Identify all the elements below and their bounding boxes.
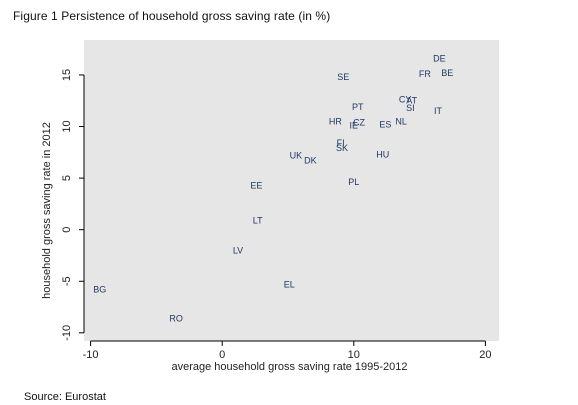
data-point-se: SE — [337, 72, 349, 82]
data-point-cy: CY — [399, 95, 412, 105]
data-point-lv: LV — [233, 245, 243, 255]
y-tick-label: 15 — [61, 69, 73, 81]
data-point-cz: CZ — [353, 117, 365, 127]
plot-area — [84, 40, 499, 341]
data-point-de: DE — [433, 53, 446, 63]
data-point-pt: PT — [352, 102, 364, 112]
data-point-sk: SK — [336, 143, 348, 153]
source-note: Source: Eurostat — [24, 391, 106, 403]
axes: -10 0 10 20 -10 -5 0 5 10 15 — [61, 69, 492, 361]
x-tick-label: 20 — [479, 349, 491, 361]
y-tick-label: 0 — [61, 227, 73, 233]
y-axis-label: household gross saving rate in 2012 — [41, 122, 53, 299]
x-axis-label: average household gross saving rate 1995… — [171, 361, 407, 373]
data-point-be: BE — [441, 68, 453, 78]
y-tick-label: 10 — [61, 120, 73, 132]
data-point-nl: NL — [395, 116, 407, 126]
data-point-si: SI — [406, 103, 415, 113]
data-point-pl: PL — [348, 177, 359, 187]
data-point-at: AT — [406, 96, 417, 106]
data-point-bg: BG — [93, 285, 106, 295]
data-point-dk: DK — [304, 156, 317, 166]
y-tick-label: 5 — [61, 175, 73, 181]
data-point-ro: RO — [169, 313, 183, 323]
data-point-el: EL — [284, 279, 295, 289]
data-point-ie: IE — [350, 120, 359, 130]
x-tick-label: 0 — [219, 349, 225, 361]
data-point-it: IT — [434, 106, 443, 116]
data-point-es: ES — [379, 119, 391, 129]
figure-title: Figure 1 Persistence of household gross … — [13, 9, 331, 23]
y-tick-label: -10 — [61, 325, 73, 341]
data-point-uk: UK — [290, 150, 303, 160]
data-point-hu: HU — [376, 149, 389, 159]
data-point-fi: FI — [337, 138, 345, 148]
data-point-lt: LT — [253, 215, 263, 225]
x-tick-label: 10 — [348, 349, 360, 361]
y-tick-label: -5 — [61, 276, 73, 286]
data-point-fr: FR — [419, 69, 431, 79]
data-point-ee: EE — [250, 180, 262, 190]
data-point-hr: HR — [329, 116, 342, 126]
x-tick-label: -10 — [83, 349, 99, 361]
